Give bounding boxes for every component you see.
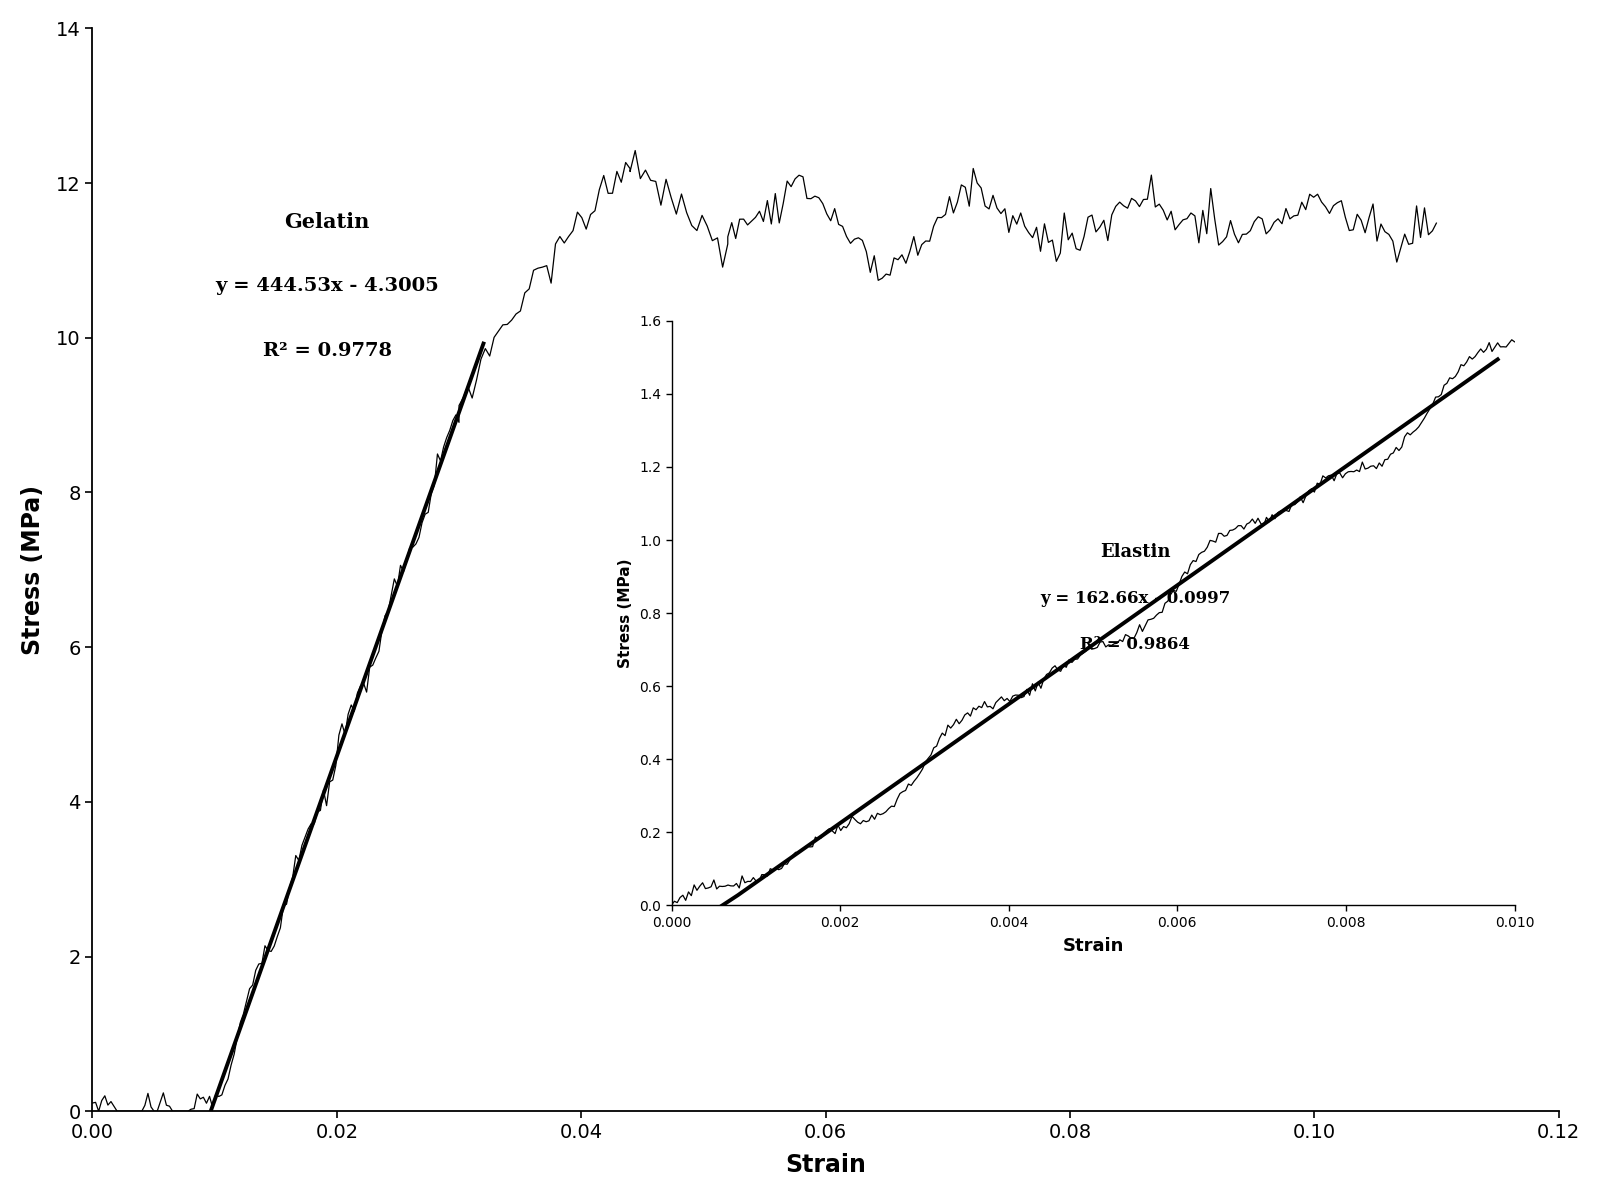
X-axis label: Strain: Strain: [784, 1154, 866, 1178]
Y-axis label: Stress (MPa): Stress (MPa): [21, 485, 45, 655]
Text: y = 444.53x - 4.3005: y = 444.53x - 4.3005: [215, 278, 439, 296]
Text: R² = 0.9778: R² = 0.9778: [263, 343, 392, 361]
Text: Gelatin: Gelatin: [285, 212, 370, 232]
